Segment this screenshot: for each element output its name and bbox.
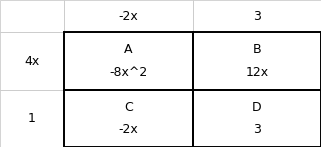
Text: A: A bbox=[124, 44, 133, 56]
Text: 1: 1 bbox=[28, 112, 36, 125]
Bar bbox=[0, 32, 64, 90]
Text: -2x: -2x bbox=[118, 10, 138, 23]
Bar bbox=[193, 32, 321, 90]
Bar bbox=[193, 90, 321, 147]
Bar bbox=[64, 32, 193, 90]
Bar bbox=[0, 0, 64, 32]
Text: 3: 3 bbox=[253, 10, 261, 23]
Text: 3: 3 bbox=[253, 123, 261, 136]
Text: 4x: 4x bbox=[24, 55, 40, 67]
Text: C: C bbox=[124, 101, 133, 114]
Bar bbox=[0, 90, 64, 147]
Text: -2x: -2x bbox=[118, 123, 138, 136]
Bar bbox=[193, 90, 321, 147]
Bar bbox=[64, 0, 193, 32]
Text: 12x: 12x bbox=[245, 66, 268, 78]
Text: -8x^2: -8x^2 bbox=[109, 66, 148, 78]
Bar bbox=[64, 90, 193, 147]
Bar bbox=[193, 0, 321, 32]
Text: B: B bbox=[253, 44, 261, 56]
Bar bbox=[193, 32, 321, 90]
Bar bbox=[64, 90, 193, 147]
Bar bbox=[64, 32, 193, 90]
Text: D: D bbox=[252, 101, 262, 114]
